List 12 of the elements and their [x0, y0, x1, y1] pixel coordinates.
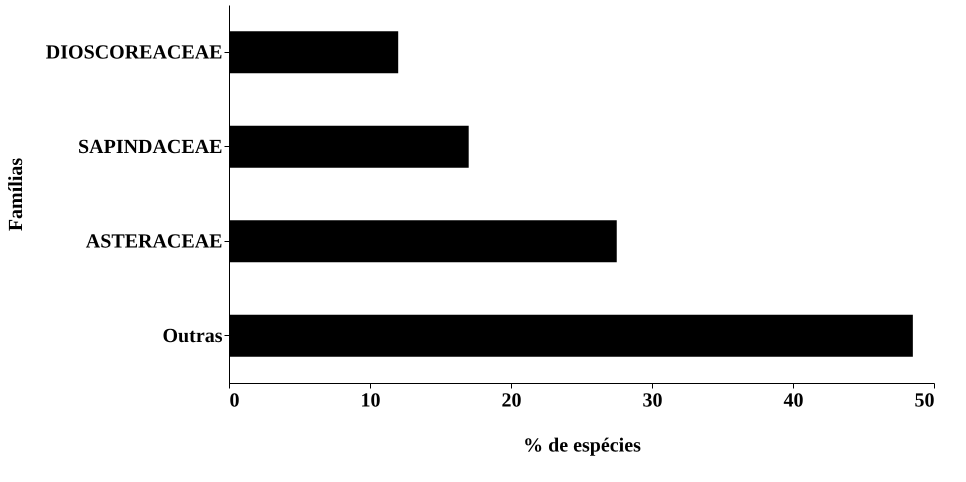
y-tick-label: SAPINDACEAE	[78, 136, 222, 158]
x-axis-title: % de espécies	[523, 434, 642, 456]
x-tick-label: 40	[784, 390, 804, 412]
y-tick-label: ASTERACEAE	[86, 230, 222, 252]
y-axis-title: Famílias	[4, 158, 27, 232]
x-tick-label: 10	[360, 390, 380, 412]
y-tick-label: DIOSCOREACEAE	[46, 41, 222, 64]
x-tick-label: 30	[642, 390, 662, 412]
x-tick-label: 50	[914, 390, 934, 412]
x-tick-label: 0	[230, 390, 240, 412]
x-tick-label: 20	[502, 390, 522, 412]
y-tick-label: Outras	[162, 324, 223, 347]
